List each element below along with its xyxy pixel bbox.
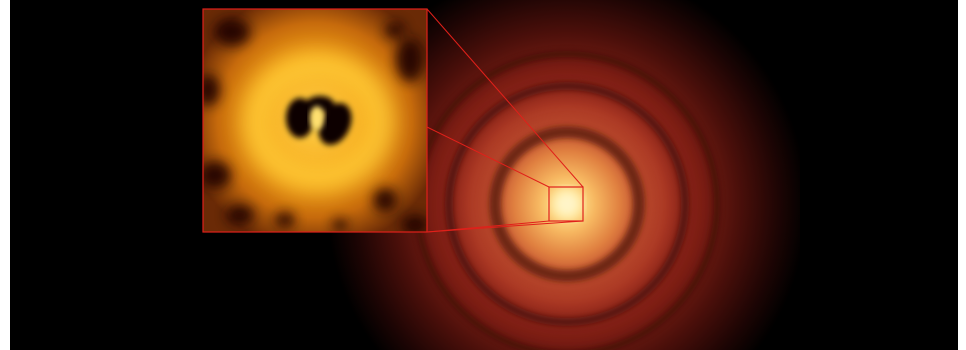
inset-cavity — [286, 96, 352, 145]
inset-zoom — [203, 9, 427, 232]
zoom-connector-lines — [426, 8, 584, 233]
disc-ring-faint — [428, 65, 706, 343]
zoom-box — [548, 186, 584, 222]
disc-core — [553, 190, 581, 218]
inset-frame — [202, 8, 428, 233]
disc-gap-inner — [489, 126, 645, 282]
disc-gap-middle — [445, 82, 689, 326]
disc-ring-bright — [465, 102, 669, 306]
inset-inner-source — [310, 106, 324, 130]
